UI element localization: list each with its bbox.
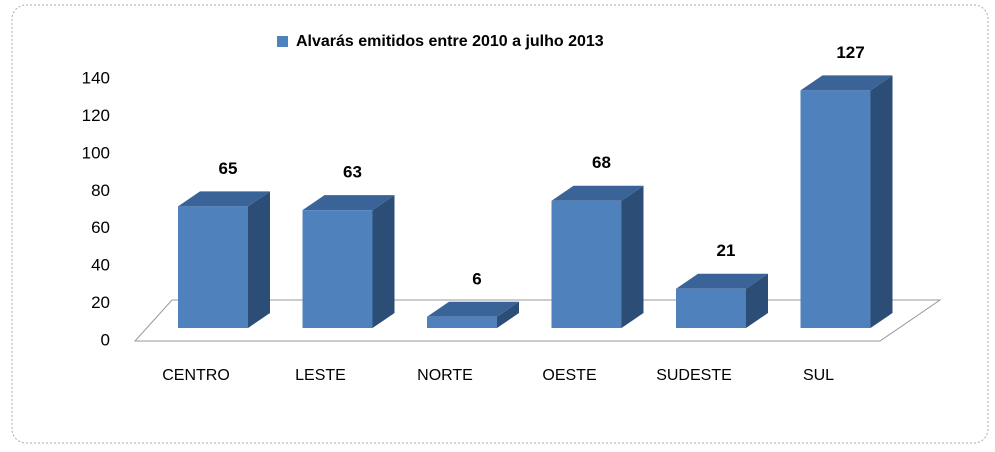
- x-tick-label: CENTRO: [162, 367, 230, 384]
- bar-face: [621, 185, 644, 328]
- y-tick-label: 60: [91, 218, 110, 237]
- bar: [427, 301, 519, 328]
- y-tick-label: 80: [91, 181, 110, 200]
- y-tick-label: 0: [101, 330, 110, 349]
- bar-face: [800, 75, 893, 91]
- bar-face: [551, 200, 622, 328]
- value-label: 127: [836, 43, 864, 62]
- y-tick-label: 100: [82, 143, 110, 162]
- bar: [551, 185, 644, 328]
- bar-face: [178, 191, 270, 207]
- value-label: 65: [219, 159, 238, 178]
- bar-face: [800, 90, 871, 328]
- y-tick-label: 140: [82, 68, 110, 87]
- bar: [800, 75, 893, 328]
- x-tick-label: OESTE: [542, 367, 596, 384]
- value-label: 63: [343, 163, 362, 182]
- bar-face: [676, 288, 746, 328]
- bar-face: [302, 195, 395, 211]
- value-label: 68: [592, 153, 611, 172]
- legend-label: Alvarás emitidos entre 2010 a julho 2013: [296, 33, 604, 50]
- bar-face: [676, 273, 768, 289]
- bar-face: [746, 273, 768, 328]
- bar-face: [551, 185, 644, 201]
- x-tick-label: SUL: [803, 367, 834, 384]
- bar-face: [302, 210, 373, 328]
- bar-face: [427, 316, 497, 328]
- x-tick-label: NORTE: [417, 367, 473, 384]
- bar: [178, 191, 270, 328]
- bar: [676, 273, 768, 328]
- bar-face: [497, 301, 519, 328]
- bar-face: [427, 301, 519, 317]
- bar: [302, 195, 395, 328]
- x-tick-label: SUDESTE: [656, 367, 732, 384]
- y-tick-label: 20: [91, 293, 110, 312]
- x-tick-label: LESTE: [295, 367, 346, 384]
- bar-face: [178, 206, 248, 328]
- y-tick-label: 40: [91, 256, 110, 275]
- bar-face: [372, 195, 395, 328]
- value-label: 6: [472, 269, 481, 288]
- value-label: 21: [717, 241, 736, 260]
- bar-face: [248, 191, 270, 328]
- legend-swatch: [277, 36, 288, 47]
- y-tick-label: 120: [82, 106, 110, 125]
- bar-face: [870, 75, 893, 328]
